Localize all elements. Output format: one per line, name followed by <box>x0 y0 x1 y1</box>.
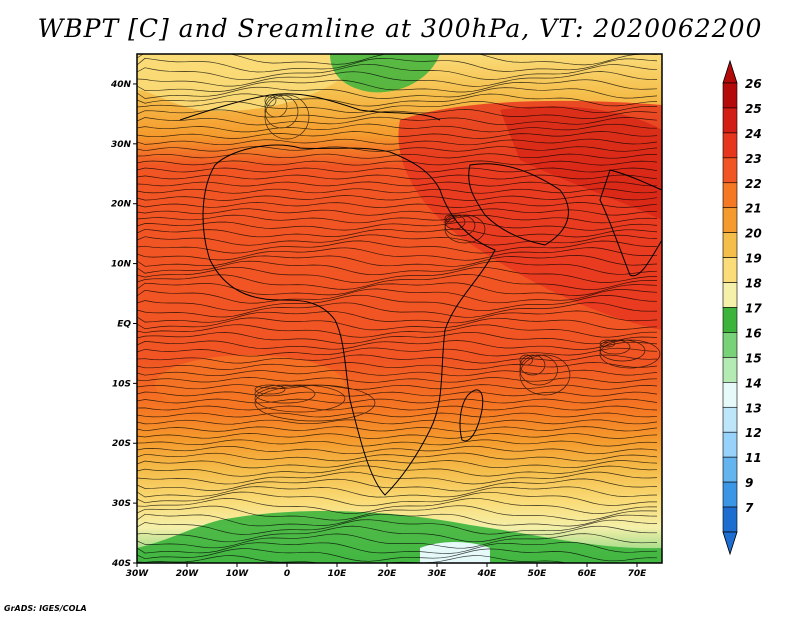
colorbar-swatch <box>722 107 738 134</box>
colorbar-swatch <box>722 332 738 358</box>
madagascar-coastline <box>459 389 484 442</box>
colorbar-label: 17 <box>745 302 762 316</box>
chart-title: WBPT [C] and Sreamline at 300hPa, VT: 20… <box>37 14 763 43</box>
colorbar-label: 9 <box>745 476 753 490</box>
grads-credit: GrADS: IGES/COLA <box>4 604 87 613</box>
lat-label: EQ <box>117 319 131 329</box>
colorbar-swatch <box>722 406 738 433</box>
longitude-axis: 30W 20W 10W 0 10E 20E 30E 40E 50E 60E 70E <box>126 563 647 579</box>
lat-label: 10N <box>111 260 132 270</box>
colorbar: 26 25 24 23 22 21 20 19 18 17 16 15 14 13 12 11 9 7 <box>722 59 762 556</box>
africa-coastline <box>202 144 496 496</box>
lat-label: 30N <box>111 140 132 150</box>
colorbar-label: 26 <box>745 77 762 91</box>
latitude-axis: 40N 30N 20N 10N EQ 10S 20S 30S 40S <box>110 80 137 569</box>
south-green-band <box>137 510 662 563</box>
lat-label: 20S <box>112 439 131 449</box>
lon-label: 30W <box>126 569 150 579</box>
colorbar-swatch <box>722 382 738 408</box>
lat-label: 10S <box>112 379 131 389</box>
colorbar-label: 19 <box>745 252 762 266</box>
colorbar-swatch <box>722 506 738 533</box>
colorbar-swatch <box>722 257 738 283</box>
lon-label: 70E <box>628 569 648 579</box>
colorbar-swatch <box>722 456 738 483</box>
lat-label: 30S <box>112 499 131 509</box>
colorbar-swatch <box>722 182 738 209</box>
coastlines <box>179 93 662 496</box>
colorbar-swatch <box>722 207 738 233</box>
colorbar-swatch <box>722 232 738 258</box>
lon-label: 50E <box>528 569 548 579</box>
temperature-field <box>137 54 662 563</box>
colorbar-label: 23 <box>745 152 762 166</box>
colorbar-label: 14 <box>745 376 762 390</box>
colorbar-label: 16 <box>745 326 762 340</box>
colorbar-swatch <box>722 157 738 184</box>
colorbar-label: 12 <box>745 426 762 440</box>
colorbar-label: 7 <box>745 501 754 515</box>
colorbar-label: 22 <box>745 177 762 191</box>
lon-label: 30E <box>428 569 448 579</box>
colorbar-swatch <box>722 82 738 109</box>
colorbar-swatch <box>722 307 738 333</box>
lon-label: 60E <box>578 569 598 579</box>
colorbar-label: 15 <box>745 351 762 365</box>
colorbar-label: 11 <box>745 451 762 465</box>
colorbar-swatch <box>722 481 738 508</box>
lat-label: 40S <box>111 559 131 569</box>
india-coastline <box>599 169 662 277</box>
colorbar-label: 24 <box>745 127 762 141</box>
colorbar-bottom-arrow <box>722 531 738 556</box>
lon-label: 0 <box>284 569 290 579</box>
lat-label: 20N <box>111 200 132 210</box>
colorbar-label: 13 <box>745 401 762 415</box>
europe-coastline <box>179 93 441 121</box>
colorbar-swatch <box>722 282 738 308</box>
colorbar-label: 18 <box>745 277 762 291</box>
colorbar-top-arrow <box>722 59 738 84</box>
lon-label: 10E <box>328 569 348 579</box>
map-frame <box>136 53 663 564</box>
lon-label: 40E <box>477 569 498 579</box>
colorbar-swatch <box>722 431 738 458</box>
lon-label: 20E <box>378 569 398 579</box>
arabia-coastline <box>468 163 569 246</box>
colorbar-swatch <box>722 357 738 383</box>
colorbar-swatch <box>722 132 738 159</box>
lon-label: 20W <box>176 569 200 579</box>
colorbar-label: 20 <box>745 227 762 241</box>
lat-label: 40N <box>110 80 132 90</box>
colorbar-label: 21 <box>745 202 762 216</box>
colorbar-label: 25 <box>745 102 762 116</box>
lon-label: 10W <box>226 569 250 579</box>
